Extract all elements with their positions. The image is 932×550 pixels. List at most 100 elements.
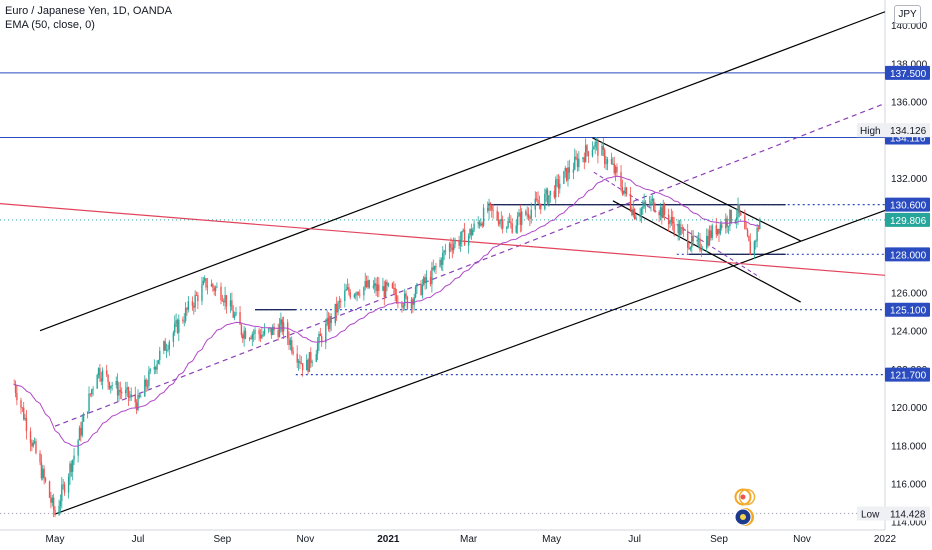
candle [546, 187, 549, 206]
candle [182, 316, 184, 324]
candle [344, 283, 346, 308]
candle [288, 331, 290, 350]
candle [240, 323, 243, 338]
candle [242, 332, 244, 343]
candle [403, 288, 406, 311]
price-tag: 130.600 [885, 197, 930, 212]
candle [689, 246, 692, 252]
time-axis[interactable]: May Jul Sep Nov 2021 Mar May Jul Sep Nov 2022 [46, 534, 897, 545]
candle [578, 151, 580, 172]
candle [613, 156, 615, 176]
candle [729, 208, 731, 232]
candle [172, 330, 175, 348]
candle [212, 282, 214, 292]
candle [71, 459, 74, 481]
candle [452, 237, 455, 254]
candle [710, 225, 712, 241]
low-label: Low 114.428 [857, 506, 930, 521]
candle [307, 358, 309, 375]
candle [157, 359, 160, 365]
candle [604, 147, 606, 169]
candle [669, 219, 671, 229]
candle [243, 326, 245, 347]
candle [701, 245, 704, 251]
candle [568, 159, 571, 180]
candle [572, 162, 575, 180]
candle [458, 235, 460, 250]
candle [281, 316, 283, 335]
indicator-title[interactable]: EMA (50, close, 0) [5, 19, 95, 31]
candle [500, 211, 502, 230]
candle [205, 277, 207, 291]
candle [125, 381, 127, 398]
y-tick-label: 138.000 [891, 59, 928, 70]
candle [488, 198, 490, 220]
trend-line [54, 102, 886, 427]
candle [451, 240, 454, 259]
candle [486, 201, 489, 214]
candle [420, 280, 422, 296]
candle [77, 439, 79, 463]
candle [591, 141, 594, 158]
candle [146, 379, 149, 390]
candle [107, 374, 109, 390]
candle [759, 217, 761, 230]
price-axis[interactable]: 114.000116.000118.000120.000122.000124.0… [891, 21, 928, 529]
candle [232, 305, 234, 319]
candle [738, 203, 741, 218]
candle [508, 213, 511, 224]
price-tag: 129.806 [885, 212, 930, 227]
candle [23, 401, 25, 421]
candle [73, 448, 75, 466]
candle [507, 216, 509, 229]
candle [374, 277, 376, 294]
candlestick-series [13, 136, 761, 518]
candle [325, 318, 327, 350]
candle [753, 240, 756, 260]
candle [644, 199, 647, 213]
candle [315, 349, 317, 363]
candle [89, 393, 92, 397]
candle [378, 276, 380, 298]
candle [593, 145, 595, 150]
candle [691, 230, 693, 253]
economic-events-icon[interactable] [734, 488, 758, 530]
candle [740, 211, 742, 216]
candle [278, 317, 281, 338]
candle [716, 228, 719, 236]
candle [220, 282, 222, 305]
candle [320, 333, 323, 347]
candle [410, 297, 413, 314]
candle [329, 313, 331, 333]
candle [601, 141, 603, 156]
candle [477, 216, 479, 229]
candle [289, 337, 292, 351]
candle [659, 202, 662, 220]
candle [130, 387, 132, 401]
candle [481, 221, 483, 228]
candle [183, 313, 185, 327]
candle [432, 259, 434, 272]
candle [424, 273, 426, 290]
candle [682, 226, 685, 238]
currency-button[interactable]: JPY [894, 5, 921, 24]
candle [52, 493, 55, 518]
candle [748, 235, 750, 242]
candle [21, 406, 24, 412]
candle [749, 233, 751, 255]
candle [737, 197, 739, 225]
candle [50, 491, 52, 509]
candle [368, 279, 371, 289]
candle [101, 367, 104, 390]
candle [435, 262, 437, 275]
candle [244, 327, 247, 340]
price-tags: 137.500 134.116 130.600 129.806 128.000 125.1… [857, 65, 930, 521]
candle [24, 413, 26, 421]
candle [86, 411, 89, 419]
symbol-title[interactable]: Euro / Japanese Yen, 1D, OANDA [5, 5, 172, 17]
candle [515, 219, 517, 234]
candle [497, 211, 500, 227]
candle [516, 211, 519, 234]
candle [223, 298, 225, 307]
